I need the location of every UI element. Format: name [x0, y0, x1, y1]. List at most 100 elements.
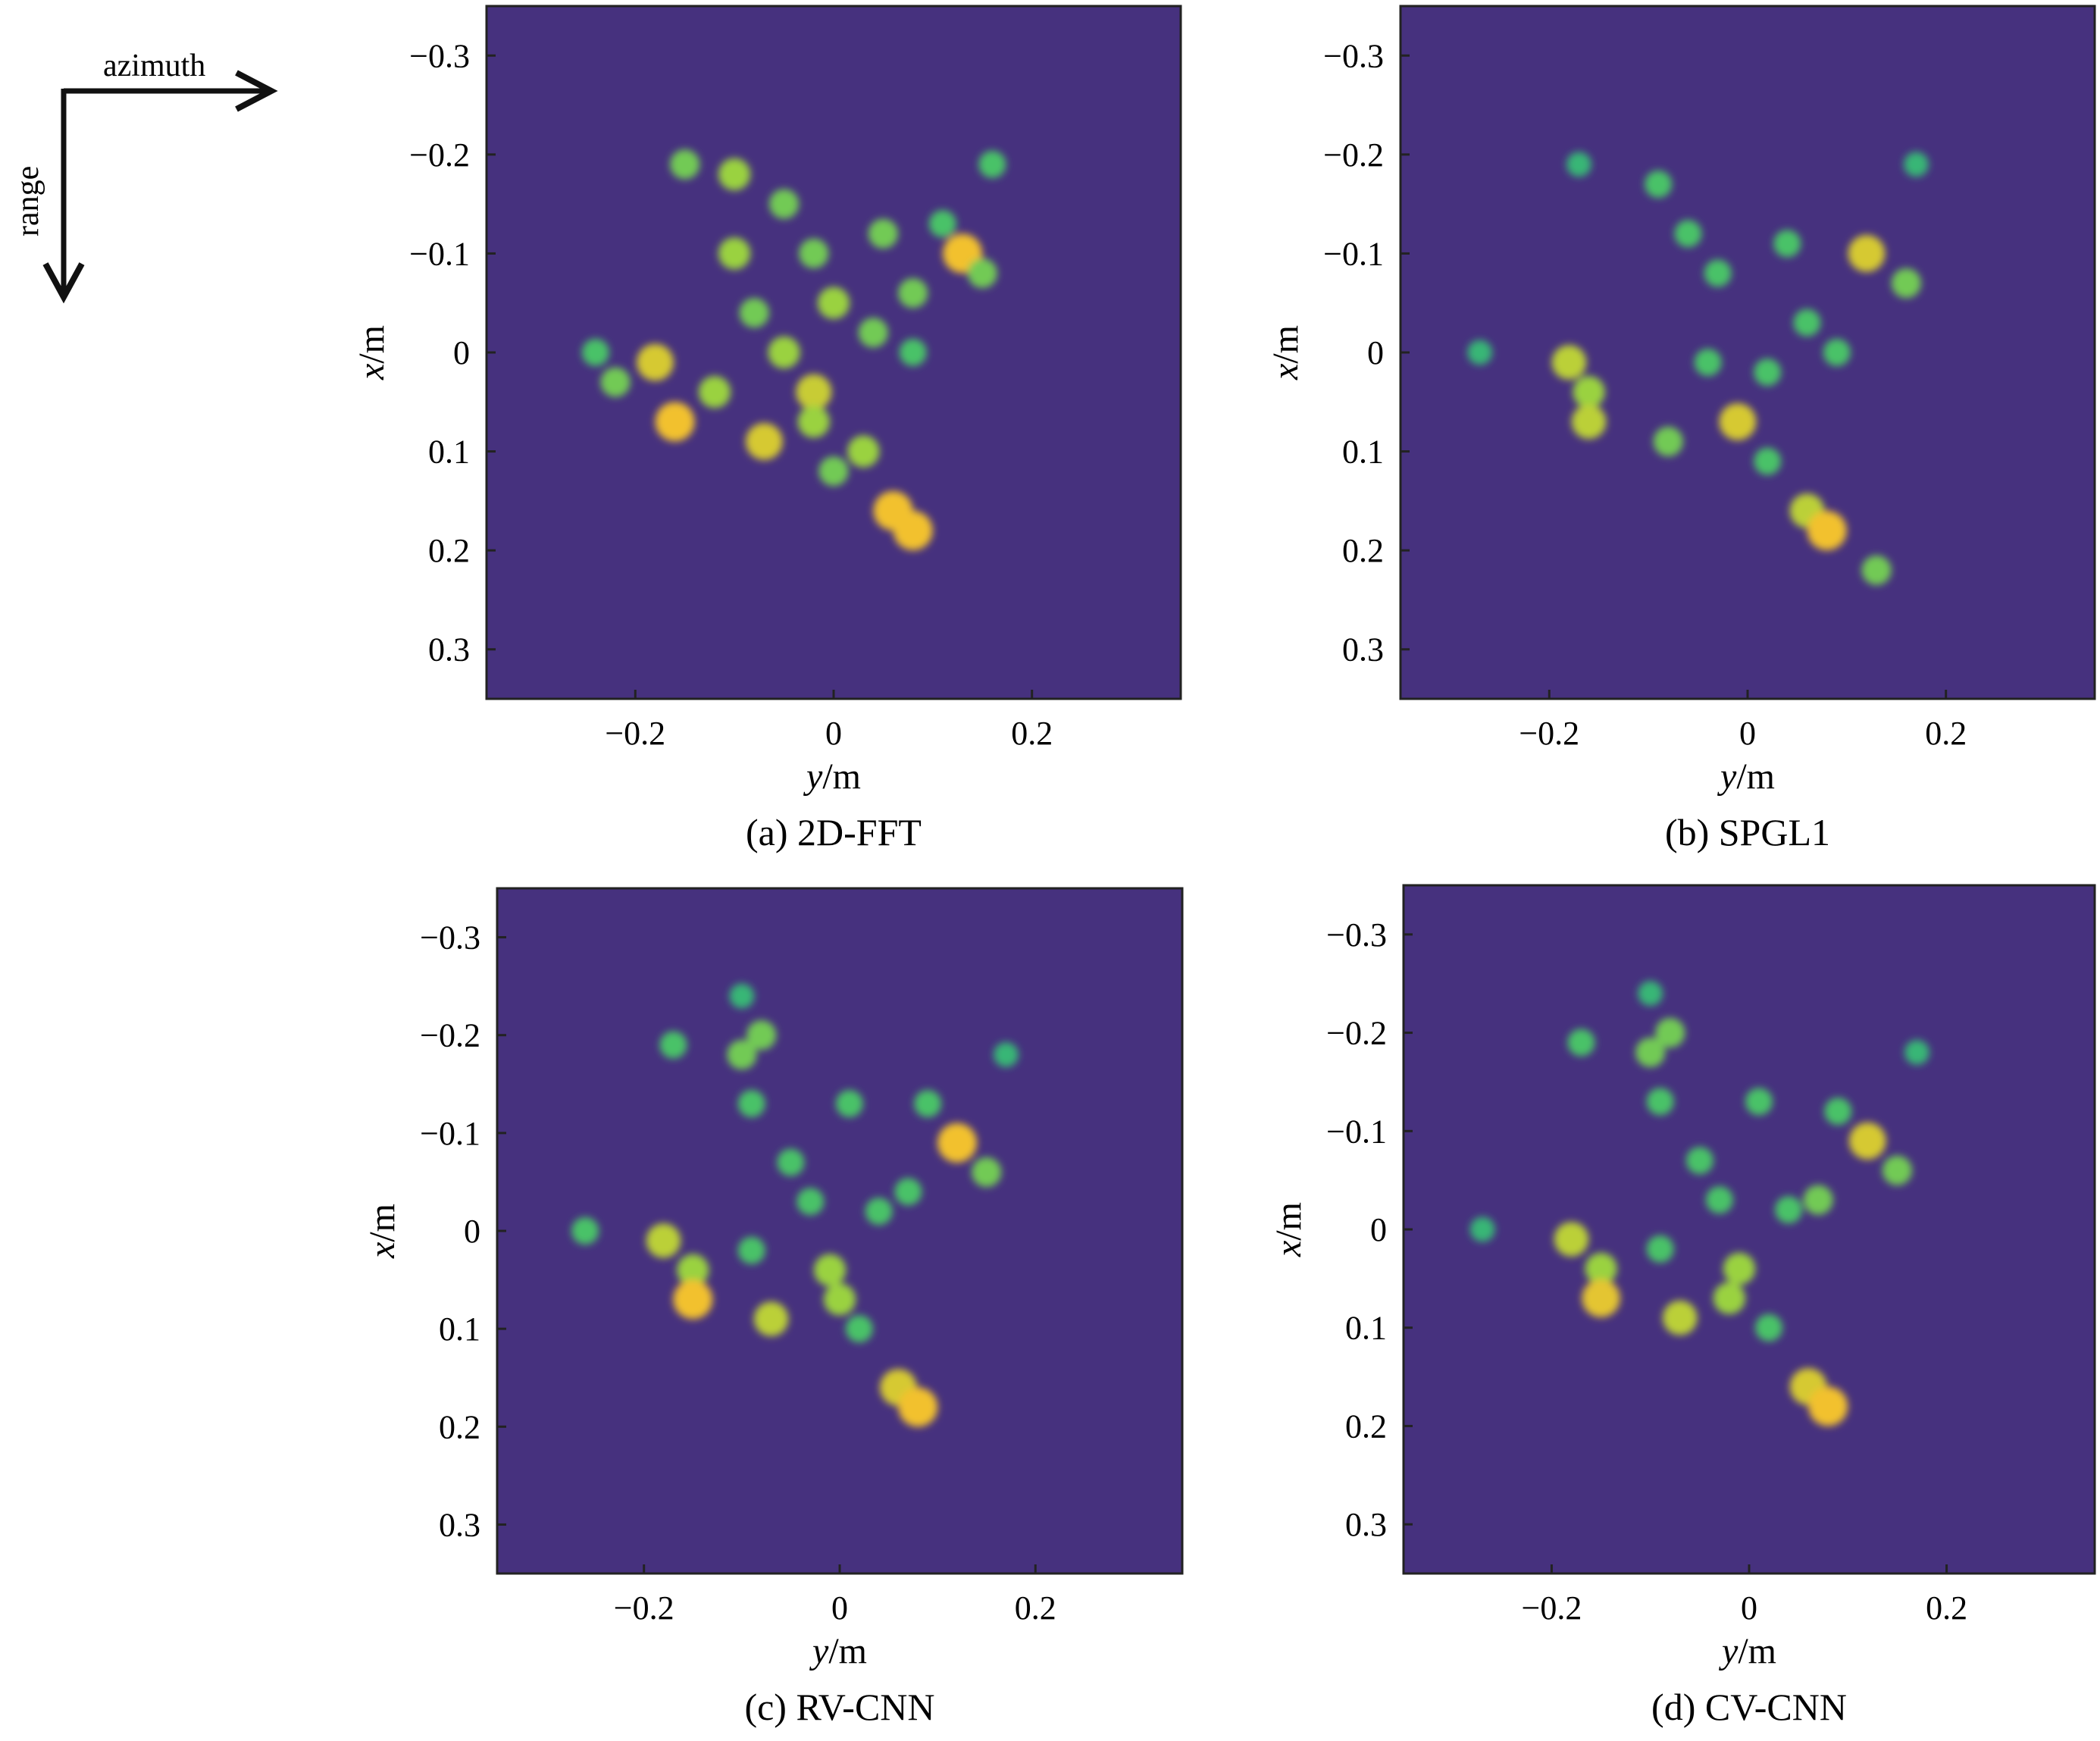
- y-tick-label: 0.1: [1342, 434, 1384, 471]
- data-point: [994, 1042, 1019, 1067]
- panel-caption: (c) RV-CNN: [744, 1686, 934, 1728]
- data-point: [845, 1315, 873, 1343]
- data-point: [796, 374, 832, 410]
- data-point: [600, 367, 631, 397]
- data-point: [1861, 555, 1892, 585]
- azimuth-arrow-head: [235, 70, 278, 112]
- data-point: [1694, 349, 1722, 377]
- data-point: [899, 339, 927, 366]
- data-point: [898, 278, 928, 308]
- data-point: [1713, 1282, 1746, 1315]
- data-point: [637, 343, 674, 381]
- data-point: [1705, 1186, 1733, 1214]
- data-point: [928, 210, 956, 238]
- data-point: [727, 1039, 757, 1070]
- x-tick-label: −0.2: [605, 715, 665, 752]
- panel-0: −0.3 −0.2 −0.1 0 0.1 0.2 0.3 −0.2 0 0.2 y/m x/m (a) …: [352, 5, 1182, 853]
- data-point: [768, 336, 800, 369]
- data-point: [655, 402, 695, 442]
- data-point: [746, 423, 783, 460]
- data-point: [1663, 1300, 1698, 1335]
- data-point: [893, 511, 933, 550]
- data-point: [1467, 340, 1493, 365]
- y-tick-label: −0.1: [409, 235, 470, 272]
- x-tick-label: 0: [831, 1589, 848, 1627]
- y-tick-label: 0.2: [428, 532, 470, 569]
- y-tick-label: −0.1: [420, 1115, 480, 1152]
- y-tick-label: −0.3: [1323, 37, 1384, 74]
- data-point: [1585, 1252, 1617, 1285]
- data-point: [1638, 981, 1663, 1007]
- y-axis-label: x/m: [362, 1204, 402, 1259]
- data-point: [1469, 1217, 1495, 1242]
- data-point: [813, 1254, 847, 1286]
- x-tick-label: −0.2: [1519, 715, 1579, 752]
- data-point: [777, 1148, 805, 1176]
- y-tick-label: 0.3: [439, 1506, 480, 1543]
- y-axis-label: x/m: [352, 325, 392, 380]
- data-point: [739, 298, 769, 328]
- data-point: [1745, 1088, 1773, 1116]
- data-point: [1848, 1122, 1886, 1160]
- x-tick-label: 0.2: [1015, 1589, 1056, 1627]
- data-point: [796, 1188, 825, 1216]
- y-tick-label: 0.1: [439, 1310, 480, 1348]
- data-marks: [1467, 152, 1929, 585]
- data-point: [1823, 339, 1851, 366]
- data-point: [769, 189, 800, 219]
- range-label: range: [11, 166, 45, 236]
- y-tick-label: −0.2: [1323, 136, 1384, 174]
- data-point: [797, 406, 831, 438]
- data-point: [967, 258, 997, 289]
- data-point: [835, 1090, 863, 1118]
- y-tick-label: 0.3: [428, 631, 470, 669]
- y-tick-label: 0.1: [428, 434, 470, 471]
- data-point: [1848, 235, 1886, 272]
- data-point: [673, 1279, 713, 1320]
- data-point: [646, 1223, 681, 1258]
- x-tick-label: 0: [1741, 1589, 1757, 1627]
- data-point: [1551, 345, 1587, 380]
- panel-caption: (a) 2D-FFT: [746, 811, 922, 853]
- azimuth-label: azimuth: [103, 49, 205, 83]
- x-axis-label: y/m: [809, 1631, 867, 1671]
- data-point: [799, 238, 829, 268]
- x-tick-label: −0.2: [614, 1589, 674, 1627]
- y-tick-label: 0: [453, 334, 470, 371]
- panels: −0.3 −0.2 −0.1 0 0.1 0.2 0.3 −0.2 0 0.2 y/m x/m (a) …: [352, 5, 2096, 1728]
- y-axis-label: x/m: [1269, 1202, 1309, 1257]
- y-tick-label: −0.3: [420, 919, 480, 957]
- y-tick-label: 0: [1367, 334, 1384, 371]
- data-point: [1554, 1222, 1589, 1257]
- y-tick-label: 0: [1370, 1211, 1387, 1248]
- plot-area: [1404, 885, 2095, 1573]
- panel-caption: (b) SPGL1: [1665, 811, 1830, 853]
- data-point: [937, 1123, 977, 1163]
- data-point: [1567, 1029, 1595, 1057]
- data-point: [1674, 220, 1702, 248]
- data-point: [868, 218, 898, 249]
- data-point: [1754, 359, 1782, 387]
- data-point: [1904, 1040, 1929, 1065]
- data-marks: [1469, 981, 1929, 1426]
- data-point: [1891, 268, 1921, 299]
- y-axis-label: x/m: [1266, 325, 1306, 380]
- data-point: [1646, 1235, 1674, 1263]
- data-point: [1803, 1185, 1833, 1215]
- data-point: [670, 149, 700, 180]
- data-point: [581, 339, 609, 366]
- data-point: [914, 1090, 942, 1118]
- data-point: [1755, 1314, 1783, 1342]
- x-axis-label: y/m: [1718, 1631, 1776, 1671]
- data-point: [1685, 1147, 1713, 1175]
- data-point: [818, 456, 849, 487]
- panel-caption: (d) CV-CNN: [1651, 1686, 1847, 1728]
- data-point: [1824, 1098, 1852, 1126]
- data-point: [737, 1090, 765, 1118]
- data-point: [1775, 1196, 1803, 1224]
- data-point: [1582, 1279, 1620, 1318]
- data-point: [1573, 376, 1605, 409]
- x-tick-label: 0.2: [1926, 1589, 1967, 1627]
- data-point: [737, 1236, 765, 1264]
